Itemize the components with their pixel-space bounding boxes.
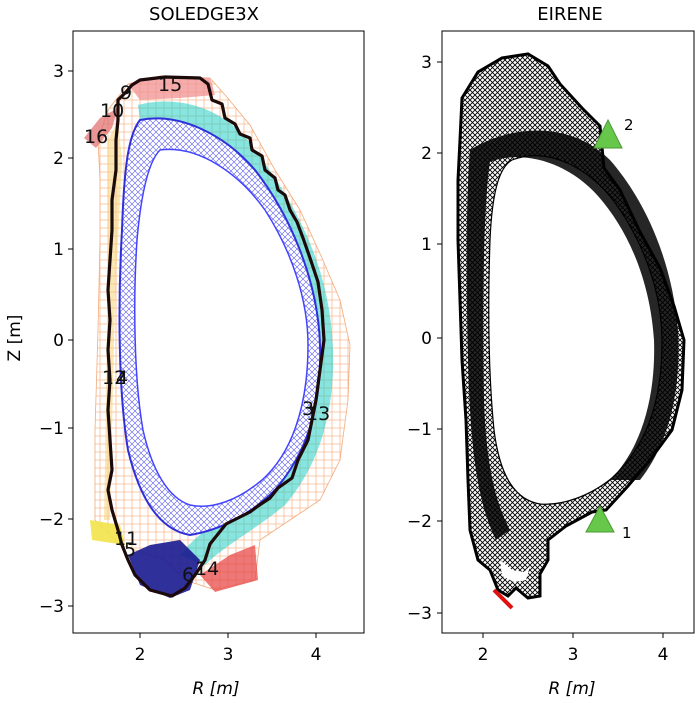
eirene-x-tick: 3 bbox=[568, 645, 579, 665]
soledge-y-tick: 2 bbox=[53, 149, 64, 169]
region-label: 6 bbox=[182, 564, 194, 586]
eirene-y-axis: 3 2 1 0 −1 −2 −3 bbox=[407, 53, 442, 624]
marker-triangle-1 bbox=[585, 504, 615, 533]
eirene-panel: EIRENE 2 1 3 2 1 bbox=[407, 4, 695, 699]
eirene-plot-frame bbox=[441, 30, 695, 634]
soledge-x-tick: 3 bbox=[223, 645, 234, 665]
eirene-x-tick: 2 bbox=[478, 645, 489, 665]
eirene-divertor-slot bbox=[500, 560, 530, 582]
soledge-red-leg bbox=[200, 545, 258, 592]
region-label: 10 bbox=[100, 100, 124, 122]
region-label: 4 bbox=[116, 367, 128, 389]
soledge-plot-frame bbox=[72, 30, 365, 634]
soledge-y-axis: 3 2 1 0 −1 −2 −3 bbox=[39, 62, 73, 617]
soledge-y-tick: −2 bbox=[39, 510, 64, 530]
soledge-core-hole bbox=[134, 148, 309, 507]
marker-label-1: 1 bbox=[622, 524, 632, 542]
region-label: 5 bbox=[124, 539, 136, 561]
soledge-topleft-red-region bbox=[84, 108, 118, 148]
soledge-wall-contour bbox=[106, 75, 326, 598]
region-label: 12 bbox=[102, 367, 126, 389]
eirene-x-tick: 4 bbox=[658, 645, 669, 665]
soledge-x-label: R [m] bbox=[192, 679, 239, 699]
region-label: 15 bbox=[158, 74, 182, 96]
soledge-top-red-region bbox=[128, 76, 215, 100]
soledge-y-label: Z [m] bbox=[5, 315, 25, 362]
soledge-x-axis: 2 3 4 bbox=[135, 633, 322, 665]
region-label: 3 bbox=[302, 398, 314, 420]
soledge-y-tick: 0 bbox=[53, 331, 64, 351]
region-label: 16 bbox=[84, 126, 108, 148]
region-label: 9 bbox=[120, 82, 132, 104]
eirene-y-tick: 2 bbox=[421, 144, 432, 164]
eirene-y-tick: −1 bbox=[407, 420, 432, 440]
soledge-title: SOLEDGE3X bbox=[149, 4, 259, 25]
eirene-x-label: R [m] bbox=[548, 679, 595, 699]
soledge-y-tick: −3 bbox=[39, 597, 64, 617]
eirene-markers: 2 1 bbox=[585, 116, 634, 542]
eirene-y-tick: 0 bbox=[421, 329, 432, 349]
soledge-x-tick: 4 bbox=[311, 645, 322, 665]
region-label: 11 bbox=[114, 528, 138, 550]
eirene-x-axis: 2 3 4 bbox=[478, 633, 669, 665]
eirene-y-tick: 1 bbox=[421, 235, 432, 255]
soledge-x-tick: 2 bbox=[135, 645, 146, 665]
soledge-y-tick: 3 bbox=[53, 62, 64, 82]
soledge-region-labels: 15 9 10 16 12 4 3 13 11 5 6 14 bbox=[84, 74, 330, 586]
marker-triangle-2 bbox=[593, 118, 623, 149]
eirene-y-tick: −2 bbox=[407, 512, 432, 532]
soledge-y-tick: −1 bbox=[39, 419, 64, 439]
soledge-y-tick: 1 bbox=[53, 240, 64, 260]
eirene-dense-band bbox=[466, 130, 679, 541]
eirene-y-tick: −3 bbox=[407, 604, 432, 624]
eirene-title: EIRENE bbox=[537, 4, 602, 25]
soledge-panel: SOLEDGE3X 3 bbox=[5, 4, 365, 699]
region-label: 13 bbox=[306, 403, 330, 425]
soledge-divertor-mesh bbox=[128, 540, 200, 598]
eirene-y-tick: 3 bbox=[421, 53, 432, 73]
region-label: 14 bbox=[195, 558, 219, 580]
marker-label-2: 2 bbox=[624, 116, 634, 134]
eirene-pump-segment bbox=[492, 588, 514, 610]
